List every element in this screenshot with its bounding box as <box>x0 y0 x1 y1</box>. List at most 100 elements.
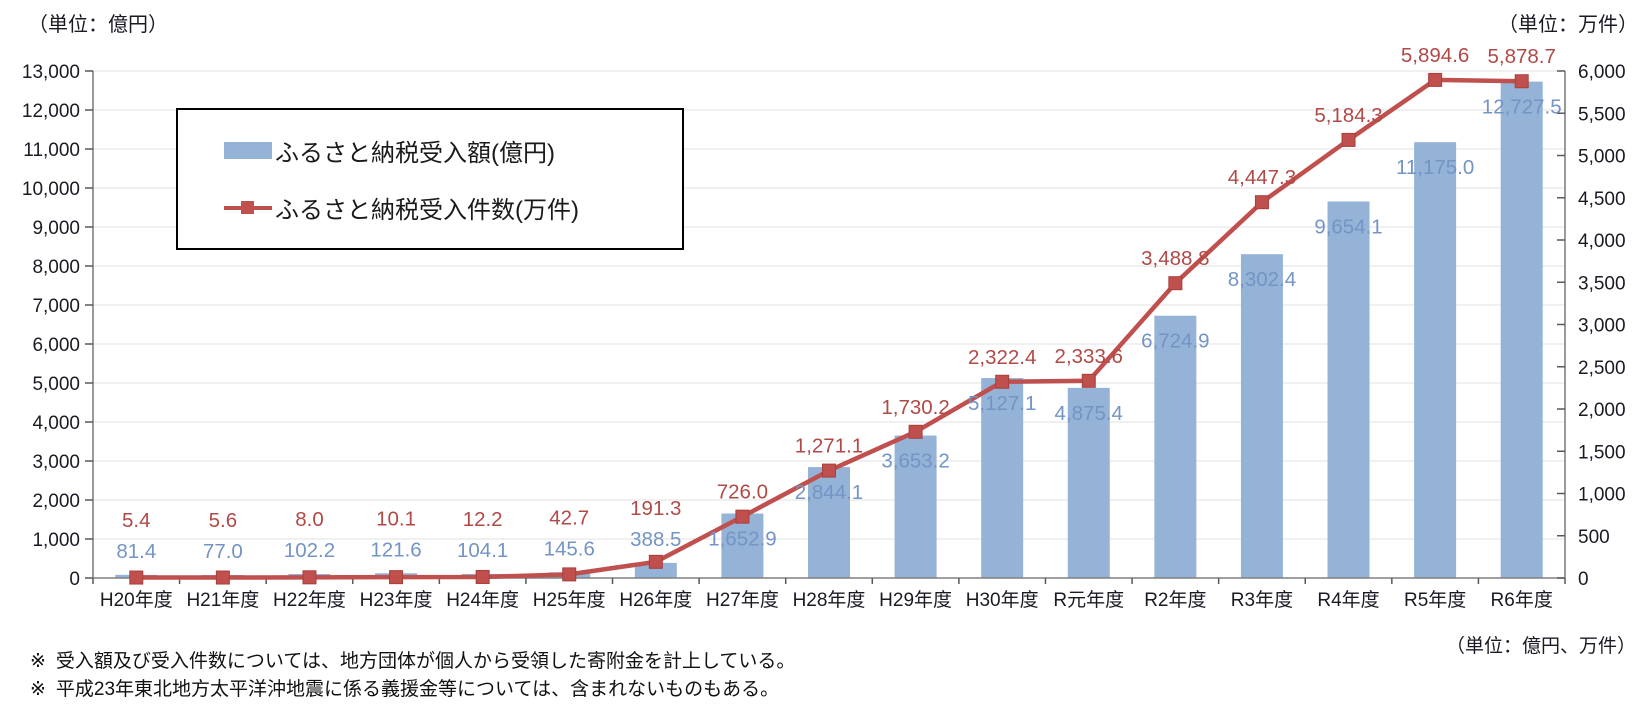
left-axis-unit-label: （単位：億円） <box>28 14 168 36</box>
x-axis-tick-label: H27年度 <box>706 589 779 611</box>
y-axis-tick-label-right: 6,000 <box>1578 62 1626 83</box>
bar-value-label: 4,875.4 <box>1055 402 1123 425</box>
x-axis-tick-label: H30年度 <box>966 589 1039 611</box>
x-axis-tick-label: R5年度 <box>1404 589 1466 611</box>
y-axis-tick-label-right: 500 <box>1578 527 1610 548</box>
y-axis-tick-label-right: 5,500 <box>1578 104 1626 125</box>
y-axis-tick-label-left: 11,000 <box>23 140 80 161</box>
line-value-label: 10.1 <box>376 507 416 530</box>
y-axis-tick-label-left: 10,000 <box>22 179 80 200</box>
line-value-label: 726.0 <box>717 481 768 504</box>
bar <box>1500 81 1543 578</box>
y-axis-tick-label-left: 5,000 <box>32 374 80 395</box>
x-axis-tick-label: R元年度 <box>1053 589 1124 611</box>
line-value-label: 12.2 <box>463 508 503 531</box>
line-value-label: 5,878.7 <box>1488 45 1556 68</box>
line-value-label: 4,447.3 <box>1228 166 1296 189</box>
bar-value-label: 77.0 <box>203 540 243 563</box>
bar <box>1240 254 1283 578</box>
y-axis-tick-label-right: 5,000 <box>1578 147 1626 168</box>
y-axis-tick-label-right: 2,500 <box>1578 358 1626 379</box>
footnote-2: ※ 平成23年東北地方太平洋沖地震に係る義援金等については、含まれないものもある。 <box>30 676 795 704</box>
bar <box>1327 201 1370 578</box>
bar-value-label: 1,652.9 <box>708 528 776 551</box>
bar <box>981 378 1024 578</box>
bar <box>1414 142 1457 579</box>
y-axis-tick-label-right: 0 <box>1578 569 1589 590</box>
footnote-1-text: 受入額及び受入件数については、地方団体が個人から受領した寄附金を計上している。 <box>55 651 796 672</box>
y-axis-tick-label-left: 9,000 <box>32 218 80 239</box>
line-marker <box>1341 132 1356 147</box>
y-axis-tick-label-left: 1,000 <box>32 530 80 551</box>
x-axis-tick-label: H26年度 <box>619 589 692 611</box>
line-marker <box>1168 276 1183 291</box>
y-axis-tick-label-right: 2,000 <box>1578 400 1626 421</box>
y-axis-tick-label-left: 6,000 <box>32 335 80 356</box>
line-marker <box>1081 373 1096 388</box>
line-value-label: 2,333.6 <box>1055 345 1123 368</box>
line-value-label: 1,271.1 <box>795 435 863 458</box>
bottom-unit-label: （単位：億円、万件） <box>1445 636 1636 657</box>
x-axis-tick-label: R2年度 <box>1144 589 1206 611</box>
right-axis-unit-label: （単位：万件） <box>1498 14 1638 36</box>
y-axis-tick-label-left: 3,000 <box>32 452 80 473</box>
line-value-label: 2,322.4 <box>968 346 1036 369</box>
line-value-label: 8.0 <box>295 508 324 531</box>
footnote-1-marker: ※ <box>30 651 46 672</box>
x-axis-tick-label: H21年度 <box>186 589 259 611</box>
bar <box>894 435 937 578</box>
line-marker <box>475 569 490 584</box>
line-marker <box>302 570 317 585</box>
y-axis-tick-label-right: 3,000 <box>1578 316 1626 337</box>
bar-value-label: 3,653.2 <box>881 450 949 473</box>
x-axis-tick-label: H24年度 <box>446 589 519 611</box>
line-value-label: 5,894.6 <box>1401 44 1469 67</box>
bar <box>1154 315 1197 578</box>
y-axis-tick-label-right: 3,500 <box>1578 273 1626 294</box>
y-axis-tick-label-left: 7,000 <box>32 296 80 317</box>
line-value-label: 191.3 <box>630 497 681 520</box>
y-axis-tick-label-left: 8,000 <box>32 257 80 278</box>
y-axis-tick-label-left: 4,000 <box>32 413 80 434</box>
bar <box>634 562 677 578</box>
chart-legend: ふるさと納税受入額(億円) ふるさと納税受入件数(万件) <box>176 108 684 250</box>
line-marker <box>1428 72 1443 87</box>
bar <box>808 467 850 578</box>
line-value-label: 5.4 <box>122 509 151 532</box>
x-axis-tick-label: R3年度 <box>1231 589 1293 611</box>
line-marker <box>1514 74 1529 89</box>
footnote-2-text: 平成23年東北地方太平洋沖地震に係る義援金等については、含まれないものもある。 <box>55 679 780 700</box>
bar-series-swatch-icon <box>224 141 272 159</box>
line-marker <box>562 567 577 582</box>
bar-value-label: 388.5 <box>630 528 681 551</box>
line-value-label: 1,730.2 <box>881 396 949 419</box>
x-axis-tick-label: H23年度 <box>360 589 433 611</box>
line-marker <box>648 554 663 569</box>
bar-value-label: 2,844.1 <box>795 481 863 504</box>
footnote-1: ※ 受入額及び受入件数については、地方団体が個人から受領した寄附金を計上している。 <box>30 648 795 676</box>
line-value-label: 3,488.8 <box>1141 247 1209 270</box>
footnotes: ※ 受入額及び受入件数については、地方団体が個人から受領した寄附金を計上している。… <box>30 648 795 704</box>
bar-value-label: 121.6 <box>370 538 421 561</box>
x-axis-tick-label: H29年度 <box>879 589 952 611</box>
y-axis-tick-label-left: 0 <box>69 569 80 590</box>
line-marker <box>735 509 750 524</box>
line-series-swatch-icon <box>224 199 272 216</box>
x-axis-tick-label: H25年度 <box>533 589 606 611</box>
bar-value-label: 12,727.5 <box>1482 96 1562 119</box>
y-axis-tick-label-right: 4,500 <box>1578 189 1626 210</box>
x-axis-tick-label: H22年度 <box>273 589 346 611</box>
bar-value-label: 104.1 <box>457 539 508 562</box>
legend-label-amount: ふるさと納税受入額(億円) <box>275 139 555 167</box>
footnote-2-marker: ※ <box>30 679 46 700</box>
line-marker <box>1254 195 1269 210</box>
line-marker <box>908 424 923 439</box>
bar-value-label: 11,175.0 <box>1396 156 1474 179</box>
bar-value-label: 145.6 <box>544 537 595 560</box>
y-axis-tick-label-left: 13,000 <box>22 62 80 83</box>
bar-value-label: 8,302.4 <box>1228 268 1296 291</box>
line-marker <box>215 570 230 585</box>
bar-value-label: 102.2 <box>284 539 335 562</box>
bar-value-label: 9,654.1 <box>1314 215 1382 238</box>
